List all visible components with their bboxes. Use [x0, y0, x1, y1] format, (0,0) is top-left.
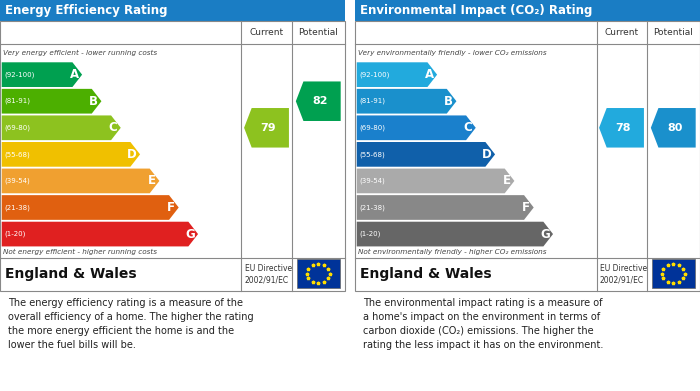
Polygon shape	[599, 108, 644, 147]
FancyBboxPatch shape	[355, 21, 700, 291]
Text: England & Wales: England & Wales	[5, 267, 136, 281]
Text: The energy efficiency rating is a measure of the
overall efficiency of a home. T: The energy efficiency rating is a measur…	[8, 298, 254, 350]
Text: (69-80): (69-80)	[359, 125, 385, 131]
Text: E: E	[503, 174, 510, 187]
Polygon shape	[296, 81, 341, 121]
Text: (1-20): (1-20)	[359, 231, 381, 237]
Text: G: G	[540, 228, 550, 240]
Polygon shape	[357, 169, 514, 193]
Polygon shape	[1, 115, 121, 140]
Text: A: A	[69, 68, 78, 81]
Polygon shape	[1, 195, 178, 220]
Polygon shape	[1, 222, 198, 246]
Polygon shape	[651, 108, 696, 147]
FancyBboxPatch shape	[0, 0, 345, 21]
Polygon shape	[357, 222, 553, 246]
Text: Very energy efficient - lower running costs: Very energy efficient - lower running co…	[4, 50, 158, 56]
Text: F: F	[522, 201, 530, 214]
FancyBboxPatch shape	[297, 259, 340, 288]
Text: C: C	[463, 121, 473, 134]
Polygon shape	[357, 195, 533, 220]
Polygon shape	[1, 142, 140, 167]
Text: (55-68): (55-68)	[359, 151, 385, 158]
Polygon shape	[244, 108, 289, 147]
Text: Not energy efficient - higher running costs: Not energy efficient - higher running co…	[4, 249, 158, 255]
Polygon shape	[1, 89, 102, 113]
Text: Current: Current	[249, 28, 284, 37]
Text: EU Directive
2002/91/EC: EU Directive 2002/91/EC	[600, 264, 647, 285]
Text: (39-54): (39-54)	[4, 178, 30, 184]
Text: (1-20): (1-20)	[4, 231, 25, 237]
Polygon shape	[357, 115, 476, 140]
Polygon shape	[357, 89, 456, 113]
Text: 79: 79	[260, 123, 276, 133]
Text: (81-91): (81-91)	[4, 98, 30, 104]
Polygon shape	[357, 142, 495, 167]
Polygon shape	[357, 62, 437, 87]
Text: EU Directive
2002/91/EC: EU Directive 2002/91/EC	[245, 264, 292, 285]
Text: B: B	[444, 95, 453, 108]
Polygon shape	[1, 62, 82, 87]
Text: (81-91): (81-91)	[359, 98, 385, 104]
Text: 82: 82	[312, 96, 328, 106]
Text: Potential: Potential	[298, 28, 338, 37]
Text: Environmental Impact (CO₂) Rating: Environmental Impact (CO₂) Rating	[360, 4, 592, 17]
Text: E: E	[148, 174, 155, 187]
Text: C: C	[108, 121, 117, 134]
Text: 80: 80	[667, 123, 682, 133]
FancyBboxPatch shape	[355, 0, 700, 21]
Text: F: F	[167, 201, 175, 214]
Text: The environmental impact rating is a measure of
a home's impact on the environme: The environmental impact rating is a mea…	[363, 298, 604, 350]
Text: (55-68): (55-68)	[4, 151, 30, 158]
Text: G: G	[186, 228, 195, 240]
Text: Potential: Potential	[653, 28, 693, 37]
Text: (21-38): (21-38)	[4, 204, 30, 211]
Text: Energy Efficiency Rating: Energy Efficiency Rating	[5, 4, 168, 17]
Text: (21-38): (21-38)	[359, 204, 385, 211]
Text: 78: 78	[615, 123, 631, 133]
FancyBboxPatch shape	[652, 259, 695, 288]
Text: B: B	[89, 95, 98, 108]
FancyBboxPatch shape	[0, 21, 345, 291]
Text: (92-100): (92-100)	[359, 72, 389, 78]
Text: Current: Current	[605, 28, 638, 37]
Text: Not environmentally friendly - higher CO₂ emissions: Not environmentally friendly - higher CO…	[358, 249, 547, 255]
Text: (69-80): (69-80)	[4, 125, 30, 131]
Text: England & Wales: England & Wales	[360, 267, 492, 281]
Text: D: D	[482, 148, 492, 161]
Text: D: D	[127, 148, 137, 161]
Text: (39-54): (39-54)	[359, 178, 385, 184]
Polygon shape	[1, 169, 160, 193]
Text: Very environmentally friendly - lower CO₂ emissions: Very environmentally friendly - lower CO…	[358, 50, 547, 56]
Text: (92-100): (92-100)	[4, 72, 34, 78]
Text: A: A	[425, 68, 434, 81]
